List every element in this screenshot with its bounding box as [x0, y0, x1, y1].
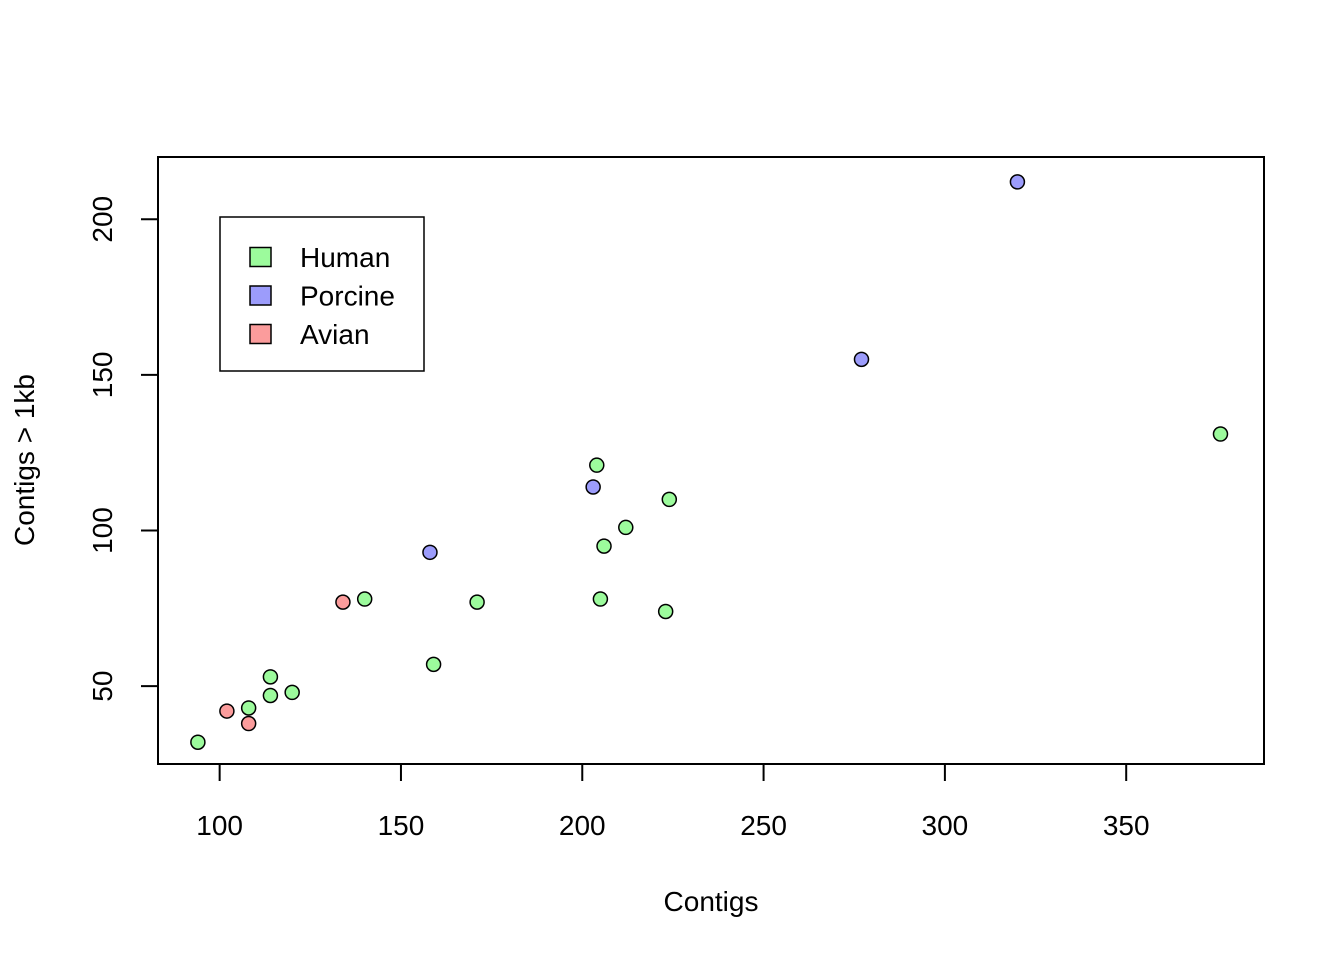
data-point-human [425, 656, 442, 673]
legend-label-human: Human [300, 242, 390, 273]
legend-swatch-porcine [249, 285, 272, 306]
legend-swatch-avian [249, 323, 272, 345]
x-axis: 100 150 200 250 300 350 [196, 763, 1150, 841]
legend: Human Porcine Avian [219, 216, 425, 372]
data-point-human [262, 669, 279, 685]
data-point-porcine [585, 479, 601, 495]
data-point-human [592, 591, 609, 607]
data-point-human [661, 491, 678, 508]
x-tick-label: 200 [559, 810, 606, 841]
x-axis-title: Contigs [664, 886, 759, 917]
data-point-human [1212, 426, 1229, 442]
y-tick-label: 100 [87, 507, 118, 554]
data-point-human [356, 591, 373, 607]
data-points [190, 174, 1229, 750]
x-tick-label: 300 [922, 810, 969, 841]
x-tick-label: 250 [740, 810, 787, 841]
data-point-human [190, 734, 206, 750]
x-tick-label: 150 [378, 810, 425, 841]
y-tick-label: 50 [87, 671, 118, 702]
y-axis: 50 100 150 200 [87, 196, 159, 702]
data-point-human [262, 687, 279, 704]
data-point-human [596, 538, 612, 554]
y-axis-title: Contigs > 1kb [9, 374, 40, 546]
x-tick-label: 350 [1103, 810, 1150, 841]
legend-label-avian: Avian [300, 319, 370, 350]
data-point-porcine [1009, 174, 1026, 190]
legend-label-porcine: Porcine [300, 281, 395, 312]
data-point-human [657, 603, 674, 620]
y-tick-label: 200 [87, 196, 118, 243]
data-point-avian [240, 715, 257, 732]
data-point-avian [335, 594, 351, 610]
data-point-human [618, 519, 634, 536]
data-point-human [240, 700, 257, 716]
data-point-human [589, 457, 605, 473]
data-point-human [284, 684, 300, 701]
data-point-avian [219, 703, 235, 719]
x-tick-label: 100 [196, 810, 243, 841]
data-point-human [469, 594, 485, 610]
data-point-porcine [853, 351, 870, 368]
data-point-porcine [422, 544, 438, 561]
legend-swatch-human [249, 246, 272, 268]
y-tick-label: 150 [87, 352, 118, 399]
